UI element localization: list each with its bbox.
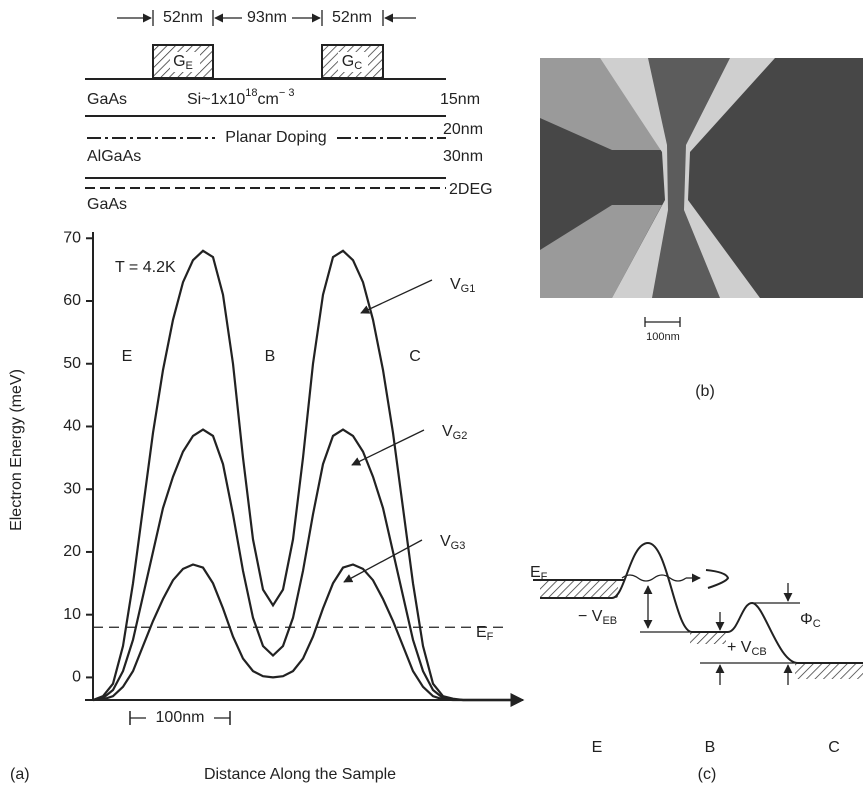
- annotation-arrow: [351, 429, 425, 466]
- scale-label: 100nm: [646, 331, 680, 343]
- series-label-main: V: [442, 423, 453, 440]
- gate-region: [648, 58, 730, 298]
- label-bg: [170, 52, 200, 72]
- series-label-main: V: [440, 533, 451, 550]
- filled-states: [690, 632, 726, 644]
- filled-states: [540, 580, 618, 598]
- series-label: VG1: [450, 276, 475, 295]
- region-label: E: [122, 348, 133, 365]
- series-label: VG2: [442, 423, 467, 442]
- gate-width: 52nm: [163, 9, 203, 26]
- voltage-label: + VCB: [727, 639, 767, 658]
- layer-label: GaAs: [87, 196, 127, 213]
- y-tick-label: 70: [63, 229, 81, 246]
- y-tick-label: 0: [72, 669, 81, 686]
- y-axis-label: Electron Energy (meV): [8, 369, 25, 531]
- panel-label: (c): [698, 766, 717, 783]
- series-label-main: V: [450, 276, 461, 293]
- label-bg: [338, 52, 368, 72]
- y-tick-label: 50: [63, 355, 81, 372]
- gate-region: [540, 58, 662, 150]
- gate-region: [540, 205, 662, 298]
- thickness-label: 15nm: [440, 91, 480, 108]
- energy-curve: [92, 563, 513, 702]
- fermi-label: EF: [530, 564, 548, 583]
- 2deg-label: 2DEG: [449, 181, 493, 198]
- energy-curve: [92, 428, 513, 702]
- scale-label: 100nm: [156, 709, 205, 726]
- annotation-arrow: [343, 539, 423, 583]
- y-tick-label: 60: [63, 292, 81, 309]
- gate-label: GC: [342, 53, 362, 72]
- y-tick-label: 10: [63, 606, 81, 623]
- temperature-label: T = 4.2K: [115, 259, 176, 276]
- band-edge: [540, 541, 863, 664]
- layer-label: GaAs: [87, 91, 127, 108]
- voltage-label: − VEB: [578, 608, 617, 627]
- region-label: B: [265, 348, 276, 365]
- region-label: C: [409, 348, 421, 365]
- gate-width: 52nm: [332, 9, 372, 26]
- region-label: E: [592, 739, 603, 756]
- series-label-sub: G1: [461, 283, 476, 295]
- series-label-sub: G3: [451, 540, 466, 552]
- panel-label: (a): [10, 766, 30, 783]
- y-tick-label: 20: [63, 543, 81, 560]
- barrier-label: ΦC: [800, 611, 821, 630]
- doping-plane-label: Planar Doping: [225, 129, 326, 146]
- region-label: B: [705, 739, 716, 756]
- scatter-mark: [705, 569, 730, 589]
- panel-label: (b): [695, 383, 715, 400]
- layer-label: AlGaAs: [87, 148, 141, 165]
- doping-label: Si~1x1018cm− 3: [187, 87, 294, 108]
- gap-width: 93nm: [247, 9, 287, 26]
- energy-curve: [92, 249, 513, 702]
- label-bg: [146, 709, 214, 727]
- gate-label: GE: [173, 53, 193, 72]
- y-tick-label: 30: [63, 480, 81, 497]
- series-label-sub: G2: [453, 430, 468, 442]
- thickness-label: 20nm: [443, 121, 483, 138]
- wavy-arrow: [621, 574, 687, 582]
- region-label: C: [828, 739, 840, 756]
- y-tick-label: 40: [63, 418, 81, 435]
- series-label: VG3: [440, 533, 465, 552]
- fermi-label: EF: [476, 624, 494, 643]
- annotation-arrow: [360, 279, 433, 314]
- layer-diagram: 52nm 93nm 52nm GE GC GaAs Si~1x1018cm− 3…: [85, 9, 493, 213]
- filled-states: [795, 663, 863, 679]
- thickness-label: 30nm: [443, 148, 483, 165]
- x-axis-label: Distance Along the Sample: [204, 766, 396, 783]
- label-bg: [215, 128, 337, 148]
- band-diagram: − VEB EF ΦC + VCB E B C (c): [530, 541, 863, 783]
- channel-region: [600, 58, 775, 298]
- micrograph: 100nm (b): [540, 58, 863, 400]
